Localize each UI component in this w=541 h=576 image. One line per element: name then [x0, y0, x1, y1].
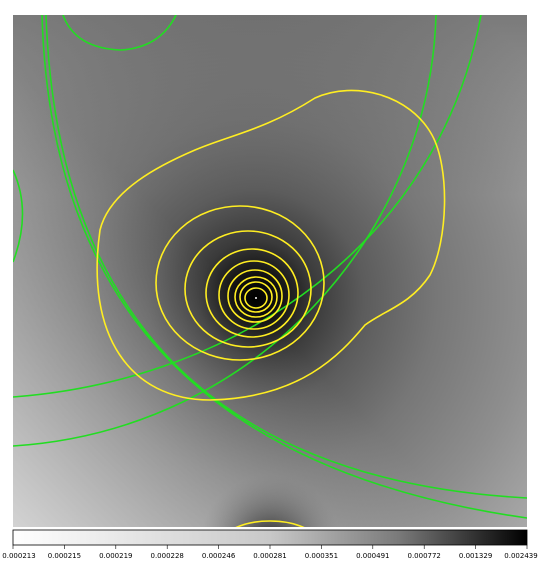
- colorbar-tick-label: 0.000219: [99, 552, 132, 560]
- colorbar-tick-label: 0.000281: [253, 552, 286, 560]
- green-contour-left-arc: [13, 169, 24, 263]
- green-contour-right-2: [13, 15, 482, 398]
- green-contour-top-arc: [62, 15, 177, 51]
- colorbar-tick-label: 0.000215: [48, 552, 81, 560]
- yellow-contours: [96, 89, 446, 527]
- colorbar-tick-label: 0.000351: [305, 552, 338, 560]
- green-contours: [13, 15, 527, 519]
- yellow-contour-outer: [96, 89, 446, 401]
- yellow-contour-level-3: [184, 230, 312, 348]
- colorbar-tick-labels: 0.000213 0.000215 0.000219 0.000228 0.00…: [2, 552, 537, 560]
- yellow-contour-bottom-1: [235, 520, 305, 527]
- colorbar-tick-label: 0.000213: [2, 552, 35, 560]
- green-contour-outer-2: [45, 15, 527, 499]
- yellow-contour-level-4: [205, 248, 299, 338]
- yellow-contour-level-6: [227, 269, 283, 323]
- colorbar-tick-label: 0.000772: [407, 552, 440, 560]
- yellow-contour-level-5: [218, 260, 290, 330]
- colorbar-tick-label: 0.002439: [504, 552, 537, 560]
- density-map: [13, 15, 527, 527]
- colorbar-tick-label: 0.000246: [202, 552, 236, 560]
- colorbar: [12, 529, 528, 546]
- yellow-contour-level-7: [234, 276, 278, 318]
- yellow-contour-level-9: [244, 287, 268, 309]
- colorbar-ticks: [12, 545, 528, 549]
- colorbar-tick-label: 0.001329: [459, 552, 492, 560]
- yellow-contour-level-8: [239, 281, 273, 313]
- green-contour-right-1: [13, 15, 437, 447]
- green-contour-outer-1: [41, 15, 527, 519]
- density-peak-marker: [255, 297, 257, 299]
- yellow-contour-level-2: [155, 205, 325, 361]
- colorbar-tick-label: 0.000228: [150, 552, 183, 560]
- colorbar-tick-label: 0.000491: [356, 552, 389, 560]
- density-bottom-source: [13, 15, 527, 527]
